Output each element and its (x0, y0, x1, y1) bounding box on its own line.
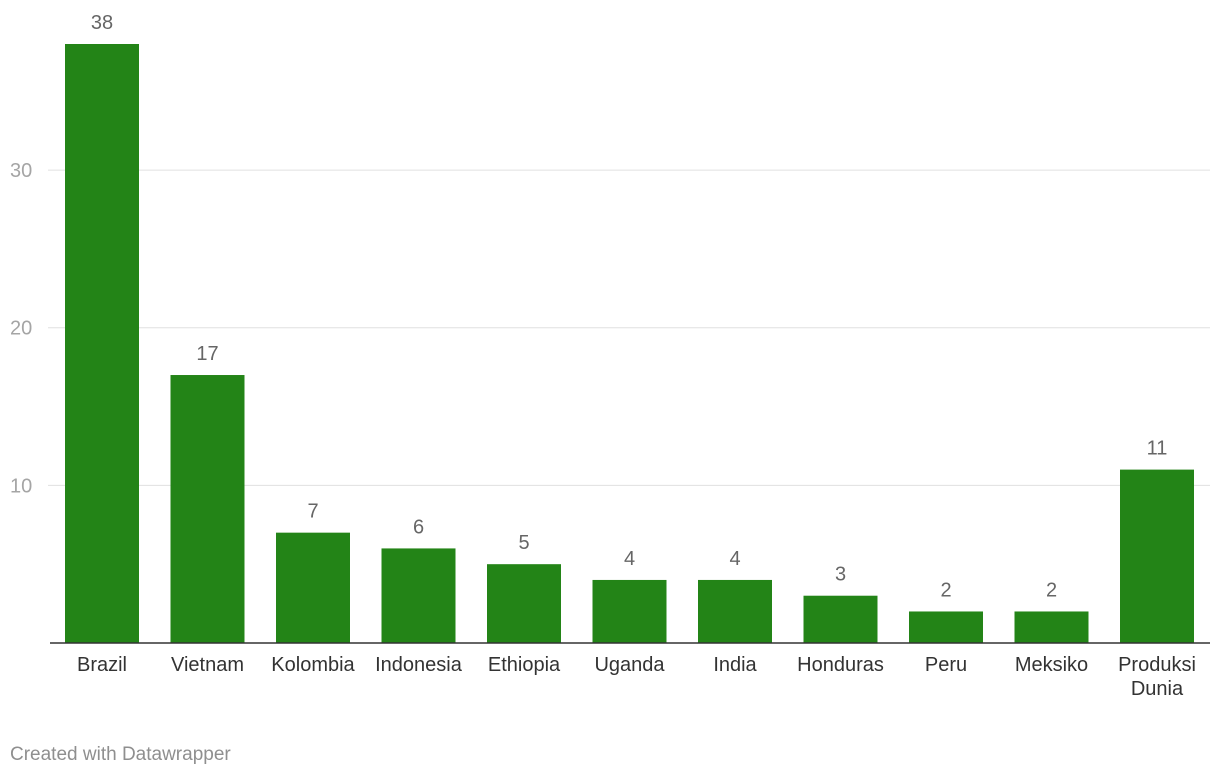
data-label: 11 (1147, 438, 1168, 460)
data-label: 4 (624, 548, 635, 570)
bar (1014, 611, 1089, 643)
bar (698, 579, 772, 643)
x-tick-label: Brazil (77, 654, 127, 676)
data-label: 6 (413, 516, 424, 538)
bar (276, 532, 350, 643)
x-tick-label: Peru (925, 654, 967, 676)
data-label: 2 (1046, 579, 1057, 601)
bar (487, 564, 561, 643)
bar (381, 548, 456, 643)
bar (803, 595, 878, 643)
x-tick-label: Meksiko (1015, 654, 1088, 676)
x-tick-label: Kolombia (271, 654, 355, 676)
credit-text: Created with Datawrapper (10, 744, 231, 765)
x-tick-label: Uganda (594, 654, 665, 676)
data-label: 3 (835, 564, 846, 586)
y-tick-label: 30 (10, 160, 32, 182)
bar (909, 611, 983, 643)
x-tick-label: Indonesia (375, 654, 463, 676)
data-label: 17 (196, 343, 218, 365)
bar (65, 44, 139, 643)
data-label: 7 (307, 501, 318, 523)
bars (65, 44, 1194, 643)
data-labels: 38 17 7 6 5 4 4 3 2 2 11 (91, 12, 1168, 601)
data-label: 4 (729, 548, 740, 570)
bar (592, 579, 667, 643)
y-tick-label: 10 (10, 475, 32, 497)
x-tick-label: Ethiopia (488, 654, 561, 676)
x-tick-label: Vietnam (171, 654, 244, 676)
y-tick-label: 20 (10, 318, 32, 340)
x-tick-label: Produksi Dunia (1118, 654, 1196, 700)
bar (170, 375, 245, 643)
bar (1120, 469, 1194, 643)
x-tick-label: Honduras (797, 654, 884, 676)
x-tick-label: India (713, 654, 757, 676)
axes: 10 20 30 Brazil Vietnam Kolombia Indonesia Ethi… (10, 160, 1210, 700)
data-label: 38 (91, 12, 113, 34)
data-label: 2 (940, 579, 951, 601)
data-label: 5 (518, 532, 529, 554)
